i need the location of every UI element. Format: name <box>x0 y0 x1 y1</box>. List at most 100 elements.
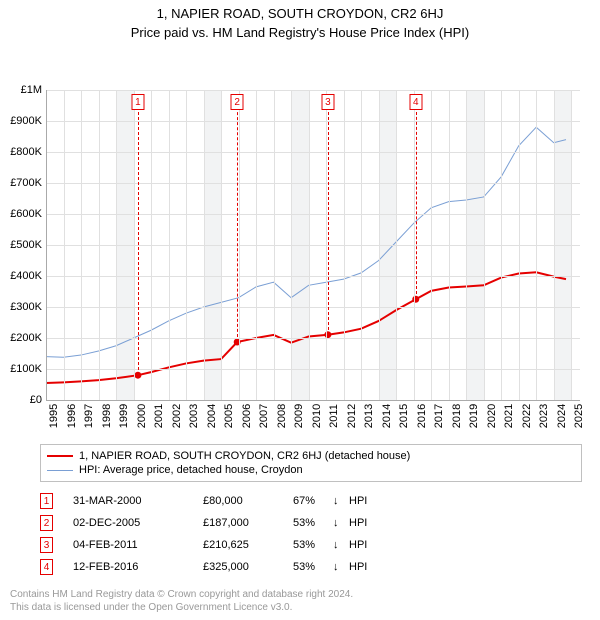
y-tick-label: £1M <box>21 84 46 96</box>
gridline-v <box>239 90 240 400</box>
gridline-v <box>536 90 537 400</box>
y-tick-label: £0 <box>30 394 46 406</box>
transaction-row: 304-FEB-2011£210,62553%↓HPI <box>40 534 582 556</box>
y-tick-label: £200K <box>10 332 46 344</box>
gridline-h <box>46 152 580 153</box>
gridline-v <box>484 90 485 400</box>
x-tick-label: 2020 <box>484 404 498 428</box>
transaction-price: £325,000 <box>203 561 293 573</box>
legend-label: HPI: Average price, detached house, Croy… <box>79 464 303 476</box>
gridline-v <box>519 90 520 400</box>
x-tick-label: 2024 <box>554 404 568 428</box>
x-tick-label: 2003 <box>186 404 200 428</box>
down-arrow-icon: ↓ <box>333 517 349 529</box>
y-tick-label: £400K <box>10 270 46 282</box>
marker-dash <box>138 102 139 375</box>
marker-box: 1 <box>131 94 144 110</box>
x-tick-label: 2023 <box>536 404 550 428</box>
transaction-pct: 67% <box>293 495 333 507</box>
transaction-date: 31-MAR-2000 <box>73 495 203 507</box>
transaction-price: £80,000 <box>203 495 293 507</box>
transaction-row: 131-MAR-2000£80,00067%↓HPI <box>40 490 582 512</box>
series-property <box>46 272 566 383</box>
chart-title: 1, NAPIER ROAD, SOUTH CROYDON, CR2 6HJ <box>0 0 600 21</box>
x-tick-label: 2006 <box>239 404 253 428</box>
x-tick-label: 1998 <box>99 404 113 428</box>
legend-label: 1, NAPIER ROAD, SOUTH CROYDON, CR2 6HJ (… <box>79 450 410 462</box>
legend-item: HPI: Average price, detached house, Croy… <box>47 463 575 477</box>
y-tick-label: £700K <box>10 177 46 189</box>
x-tick-label: 2001 <box>151 404 165 428</box>
gridline-v <box>186 90 187 400</box>
gridline-v <box>64 90 65 400</box>
gridline-h <box>46 276 580 277</box>
transaction-row: 412-FEB-2016£325,00053%↓HPI <box>40 556 582 578</box>
marker-dash <box>237 102 238 342</box>
down-arrow-icon: ↓ <box>333 539 349 551</box>
transaction-date: 04-FEB-2011 <box>73 539 203 551</box>
transaction-hpi-label: HPI <box>349 539 367 551</box>
x-tick-label: 2007 <box>256 404 270 428</box>
x-tick-label: 2008 <box>274 404 288 428</box>
x-tick-label: 2018 <box>449 404 463 428</box>
gridline-v <box>256 90 257 400</box>
gridline-v <box>554 90 555 400</box>
transaction-marker: 1 <box>40 493 53 509</box>
y-tick-label: £800K <box>10 146 46 158</box>
gridline-v <box>414 90 415 400</box>
transaction-price: £210,625 <box>203 539 293 551</box>
x-tick-label: 1996 <box>64 404 78 428</box>
axis-line <box>46 90 47 400</box>
transaction-marker: 4 <box>40 559 53 575</box>
x-tick-label: 2000 <box>134 404 148 428</box>
gridline-h <box>46 121 580 122</box>
x-tick-label: 1999 <box>116 404 130 428</box>
gridline-v <box>344 90 345 400</box>
gridline-h <box>46 369 580 370</box>
x-tick-label: 1997 <box>81 404 95 428</box>
gridline-h <box>46 245 580 246</box>
series-hpi <box>46 127 566 357</box>
x-tick-label: 2016 <box>414 404 428 428</box>
gridline-h <box>46 338 580 339</box>
chart-subtitle: Price paid vs. HM Land Registry's House … <box>0 21 600 40</box>
y-tick-label: £300K <box>10 301 46 313</box>
transaction-pct: 53% <box>293 517 333 529</box>
x-tick-label: 1995 <box>46 404 60 428</box>
x-tick-label: 2009 <box>291 404 305 428</box>
gridline-h <box>46 183 580 184</box>
gridline-v <box>134 90 135 400</box>
gridline-v <box>396 90 397 400</box>
gridline-h <box>46 214 580 215</box>
transaction-date: 12-FEB-2016 <box>73 561 203 573</box>
x-tick-label: 2017 <box>431 404 445 428</box>
x-tick-label: 2010 <box>309 404 323 428</box>
plot-area: £0£100K£200K£300K£400K£500K£600K£700K£80… <box>46 90 580 400</box>
gridline-v <box>379 90 380 400</box>
legend: 1, NAPIER ROAD, SOUTH CROYDON, CR2 6HJ (… <box>40 444 582 482</box>
x-tick-label: 2005 <box>221 404 235 428</box>
x-tick-label: 2015 <box>396 404 410 428</box>
x-tick-label: 2021 <box>501 404 515 428</box>
gridline-v <box>274 90 275 400</box>
x-tick-label: 2013 <box>361 404 375 428</box>
gridline-v <box>501 90 502 400</box>
gridline-h <box>46 307 580 308</box>
transaction-pct: 53% <box>293 561 333 573</box>
marker-box: 3 <box>321 94 334 110</box>
gridline-v <box>169 90 170 400</box>
gridline-v <box>309 90 310 400</box>
transaction-marker: 2 <box>40 515 53 531</box>
x-tick-label: 2025 <box>571 404 585 428</box>
gridline-v <box>81 90 82 400</box>
gridline-v <box>291 90 292 400</box>
legend-swatch <box>47 455 73 457</box>
gridline-h <box>46 90 580 91</box>
gridline-v <box>204 90 205 400</box>
marker-box: 2 <box>231 94 244 110</box>
footer-attribution: Contains HM Land Registry data © Crown c… <box>10 588 590 614</box>
legend-swatch <box>47 470 73 471</box>
legend-item: 1, NAPIER ROAD, SOUTH CROYDON, CR2 6HJ (… <box>47 449 575 463</box>
transaction-date: 02-DEC-2005 <box>73 517 203 529</box>
transaction-price: £187,000 <box>203 517 293 529</box>
